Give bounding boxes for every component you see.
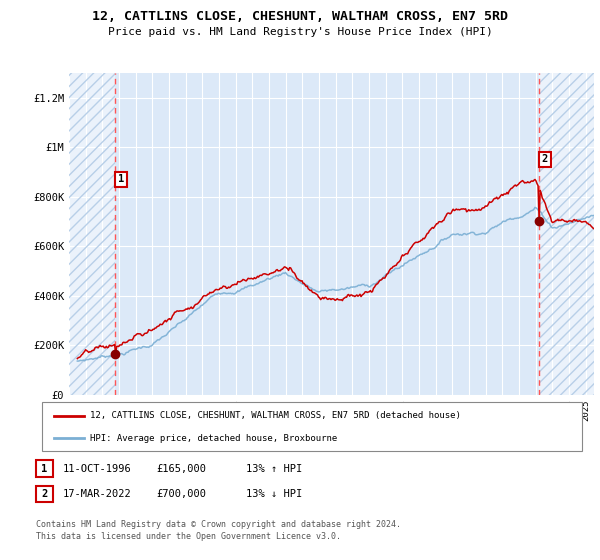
Text: 13% ↑ HPI: 13% ↑ HPI	[246, 464, 302, 474]
Text: 1: 1	[118, 174, 124, 184]
Text: 11-OCT-1996: 11-OCT-1996	[63, 464, 132, 474]
Text: 17-MAR-2022: 17-MAR-2022	[63, 489, 132, 499]
Text: 2: 2	[41, 489, 47, 499]
Text: Price paid vs. HM Land Registry's House Price Index (HPI): Price paid vs. HM Land Registry's House …	[107, 27, 493, 37]
Text: 12, CATTLINS CLOSE, CHESHUNT, WALTHAM CROSS, EN7 5RD: 12, CATTLINS CLOSE, CHESHUNT, WALTHAM CR…	[92, 10, 508, 23]
Text: 1: 1	[41, 464, 47, 474]
Text: 2: 2	[542, 155, 548, 165]
Text: 13% ↓ HPI: 13% ↓ HPI	[246, 489, 302, 499]
Bar	[539, 73, 594, 395]
Bar	[69, 73, 115, 395]
Text: Contains HM Land Registry data © Crown copyright and database right 2024.
This d: Contains HM Land Registry data © Crown c…	[36, 520, 401, 541]
Text: £700,000: £700,000	[156, 489, 206, 499]
Text: £165,000: £165,000	[156, 464, 206, 474]
Text: HPI: Average price, detached house, Broxbourne: HPI: Average price, detached house, Brox…	[90, 434, 337, 443]
Bar	[539, 73, 594, 395]
Bar	[69, 73, 115, 395]
Text: 12, CATTLINS CLOSE, CHESHUNT, WALTHAM CROSS, EN7 5RD (detached house): 12, CATTLINS CLOSE, CHESHUNT, WALTHAM CR…	[90, 411, 461, 420]
